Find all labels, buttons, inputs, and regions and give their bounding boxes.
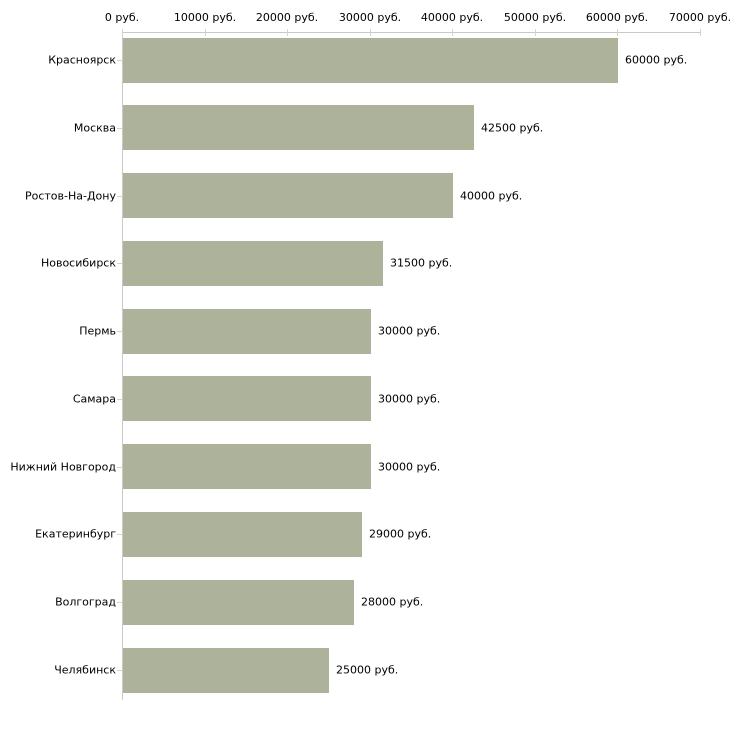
value-label: 31500 руб.	[390, 256, 453, 270]
y-axis-tick	[117, 670, 122, 671]
category-label: Красноярск	[48, 53, 116, 67]
category-label: Екатеринбург	[35, 527, 116, 541]
bar	[123, 105, 474, 151]
value-label: 25000 руб.	[336, 663, 399, 677]
x-axis-tick-label: 30000 руб.	[338, 11, 402, 24]
value-label: 60000 руб.	[625, 53, 688, 67]
category-label: Челябинск	[54, 663, 116, 677]
value-label: 30000 руб.	[378, 392, 441, 406]
x-axis-tick-label: 0 руб.	[104, 11, 140, 24]
x-axis-tick	[535, 29, 536, 36]
bar	[123, 511, 362, 557]
value-label: 29000 руб.	[369, 527, 432, 541]
bar	[123, 444, 371, 490]
y-axis-tick	[117, 196, 122, 197]
category-label: Волгоград	[55, 595, 116, 609]
x-axis-tick-label: 70000 руб.	[668, 11, 730, 24]
x-axis-tick	[287, 29, 288, 36]
category-label: Новосибирск	[40, 256, 116, 270]
y-axis-tick	[117, 60, 122, 61]
x-axis-tick-label: 20000 руб.	[255, 11, 319, 24]
y-axis-tick	[117, 331, 122, 332]
x-axis-tick	[452, 29, 453, 36]
bar	[123, 173, 453, 219]
y-axis-tick	[117, 128, 122, 129]
x-axis-tick	[700, 29, 701, 36]
bar	[123, 376, 371, 422]
category-label: Самара	[72, 392, 116, 406]
x-axis-tick-label: 60000 руб.	[585, 11, 649, 24]
x-axis-tick	[122, 29, 123, 36]
category-label: Ростов-На-Дону	[24, 189, 116, 203]
bar	[123, 308, 371, 354]
category-label: Нижний Новгород	[10, 460, 116, 474]
y-axis-tick	[117, 534, 122, 535]
value-label: 42500 руб.	[481, 121, 544, 135]
value-label: 28000 руб.	[361, 595, 424, 609]
category-label: Москва	[73, 121, 116, 135]
bar	[123, 647, 329, 693]
x-axis-tick-label: 40000 руб.	[420, 11, 484, 24]
bar	[123, 37, 618, 83]
value-label: 30000 руб.	[378, 460, 441, 474]
bar	[123, 579, 354, 625]
x-axis-tick-label: 10000 руб.	[173, 11, 237, 24]
y-axis-tick	[117, 399, 122, 400]
y-axis-tick	[117, 467, 122, 468]
bar	[123, 240, 383, 286]
y-axis-tick	[117, 263, 122, 264]
value-label: 40000 руб.	[460, 189, 523, 203]
x-axis-tick	[617, 29, 618, 36]
x-axis-line	[122, 32, 701, 33]
value-label: 30000 руб.	[378, 324, 441, 338]
y-axis-tick	[117, 602, 122, 603]
category-label: Пермь	[79, 324, 116, 338]
x-axis-tick	[205, 29, 206, 36]
x-axis-tick	[370, 29, 371, 36]
x-axis-tick-label: 50000 руб.	[503, 11, 567, 24]
y-axis-line	[122, 32, 123, 700]
